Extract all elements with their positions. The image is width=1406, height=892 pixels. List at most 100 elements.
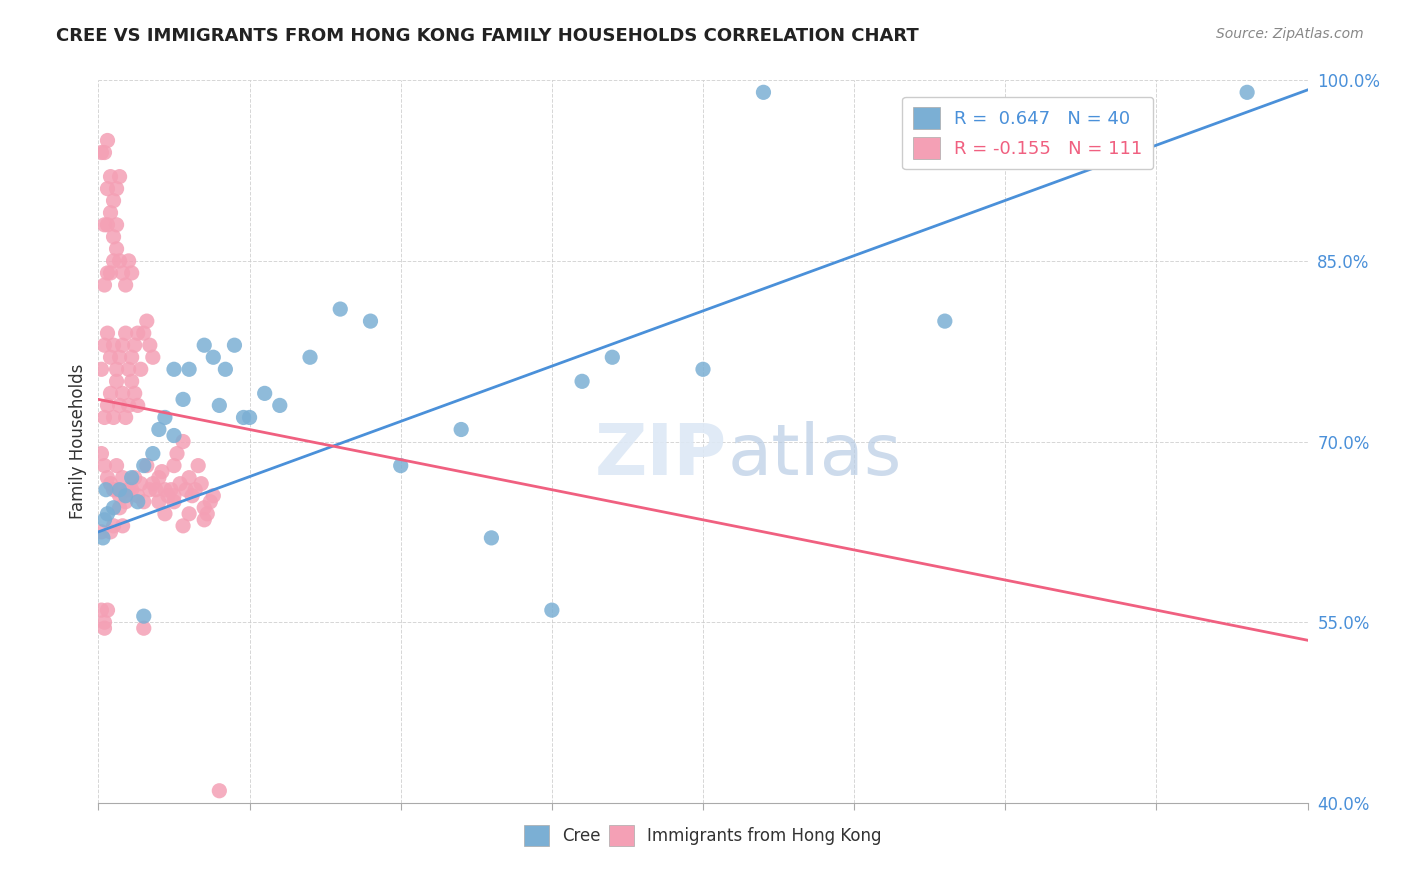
Point [148, 422, 170, 436]
Point [111, 338, 134, 352]
Point [193, 500, 215, 515]
Point [105, 458, 128, 473]
Point [269, 398, 291, 412]
Point [96, 181, 118, 195]
Point [202, 489, 225, 503]
Point [114, 326, 136, 340]
Point [118, 483, 141, 497]
Point [90, 524, 112, 539]
Point [114, 410, 136, 425]
Point [93, 621, 115, 635]
Point [253, 386, 276, 401]
Point [96, 603, 118, 617]
Point [752, 85, 775, 99]
Point [163, 494, 186, 508]
Point [96, 326, 118, 340]
Point [692, 362, 714, 376]
Point [150, 465, 173, 479]
Point [90, 446, 112, 460]
Point [132, 609, 155, 624]
Point [132, 494, 155, 508]
Point [90, 145, 112, 160]
Point [93, 513, 115, 527]
Point [124, 470, 146, 484]
Point [91, 531, 114, 545]
Point [121, 470, 143, 484]
Point [360, 314, 382, 328]
Point [108, 500, 131, 515]
Point [127, 494, 149, 508]
Point [129, 362, 152, 376]
Point [93, 277, 115, 292]
Point [172, 392, 194, 407]
Point [193, 513, 215, 527]
Point [145, 483, 167, 497]
Point [135, 314, 157, 328]
Point [148, 494, 170, 508]
Point [114, 494, 136, 508]
Point [103, 518, 125, 533]
Point [129, 476, 152, 491]
Point [121, 374, 143, 388]
Point [114, 277, 136, 292]
Point [96, 470, 118, 484]
Point [169, 476, 191, 491]
Point [174, 483, 197, 497]
Point [108, 398, 131, 412]
Point [108, 350, 131, 364]
Legend: Cree, Immigrants from Hong Kong: Cree, Immigrants from Hong Kong [517, 819, 889, 852]
Point [96, 507, 118, 521]
Text: ZIP: ZIP [595, 422, 727, 491]
Point [1236, 85, 1258, 99]
Point [103, 338, 125, 352]
Point [90, 362, 112, 376]
Point [224, 338, 246, 352]
Point [450, 422, 472, 436]
Point [190, 476, 212, 491]
Point [239, 410, 262, 425]
Point [105, 362, 128, 376]
Point [111, 266, 134, 280]
Point [121, 350, 143, 364]
Point [124, 338, 146, 352]
Point [179, 507, 201, 521]
Point [96, 218, 118, 232]
Point [602, 350, 624, 364]
Point [166, 446, 188, 460]
Point [208, 398, 231, 412]
Point [193, 338, 215, 352]
Point [127, 398, 149, 412]
Point [108, 483, 131, 497]
Point [105, 483, 128, 497]
Point [214, 362, 236, 376]
Point [105, 218, 128, 232]
Text: atlas: atlas [727, 422, 901, 491]
Point [111, 386, 134, 401]
Point [184, 483, 207, 497]
Point [90, 603, 112, 617]
Point [93, 458, 115, 473]
Point [571, 374, 593, 388]
Point [195, 507, 218, 521]
Point [202, 350, 225, 364]
Point [142, 350, 165, 364]
Point [96, 266, 118, 280]
Point [93, 145, 115, 160]
Point [481, 531, 503, 545]
Point [100, 524, 122, 539]
Point [148, 470, 170, 484]
Point [93, 615, 115, 630]
Point [105, 374, 128, 388]
Point [100, 350, 122, 364]
Point [118, 483, 141, 497]
Point [156, 489, 179, 503]
Point [160, 483, 183, 497]
Text: CREE VS IMMIGRANTS FROM HONG KONG FAMILY HOUSEHOLDS CORRELATION CHART: CREE VS IMMIGRANTS FROM HONG KONG FAMILY… [56, 27, 920, 45]
Point [127, 489, 149, 503]
Point [208, 784, 231, 798]
Point [96, 398, 118, 412]
Point [100, 476, 122, 491]
Point [132, 621, 155, 635]
Point [153, 507, 176, 521]
Point [132, 326, 155, 340]
